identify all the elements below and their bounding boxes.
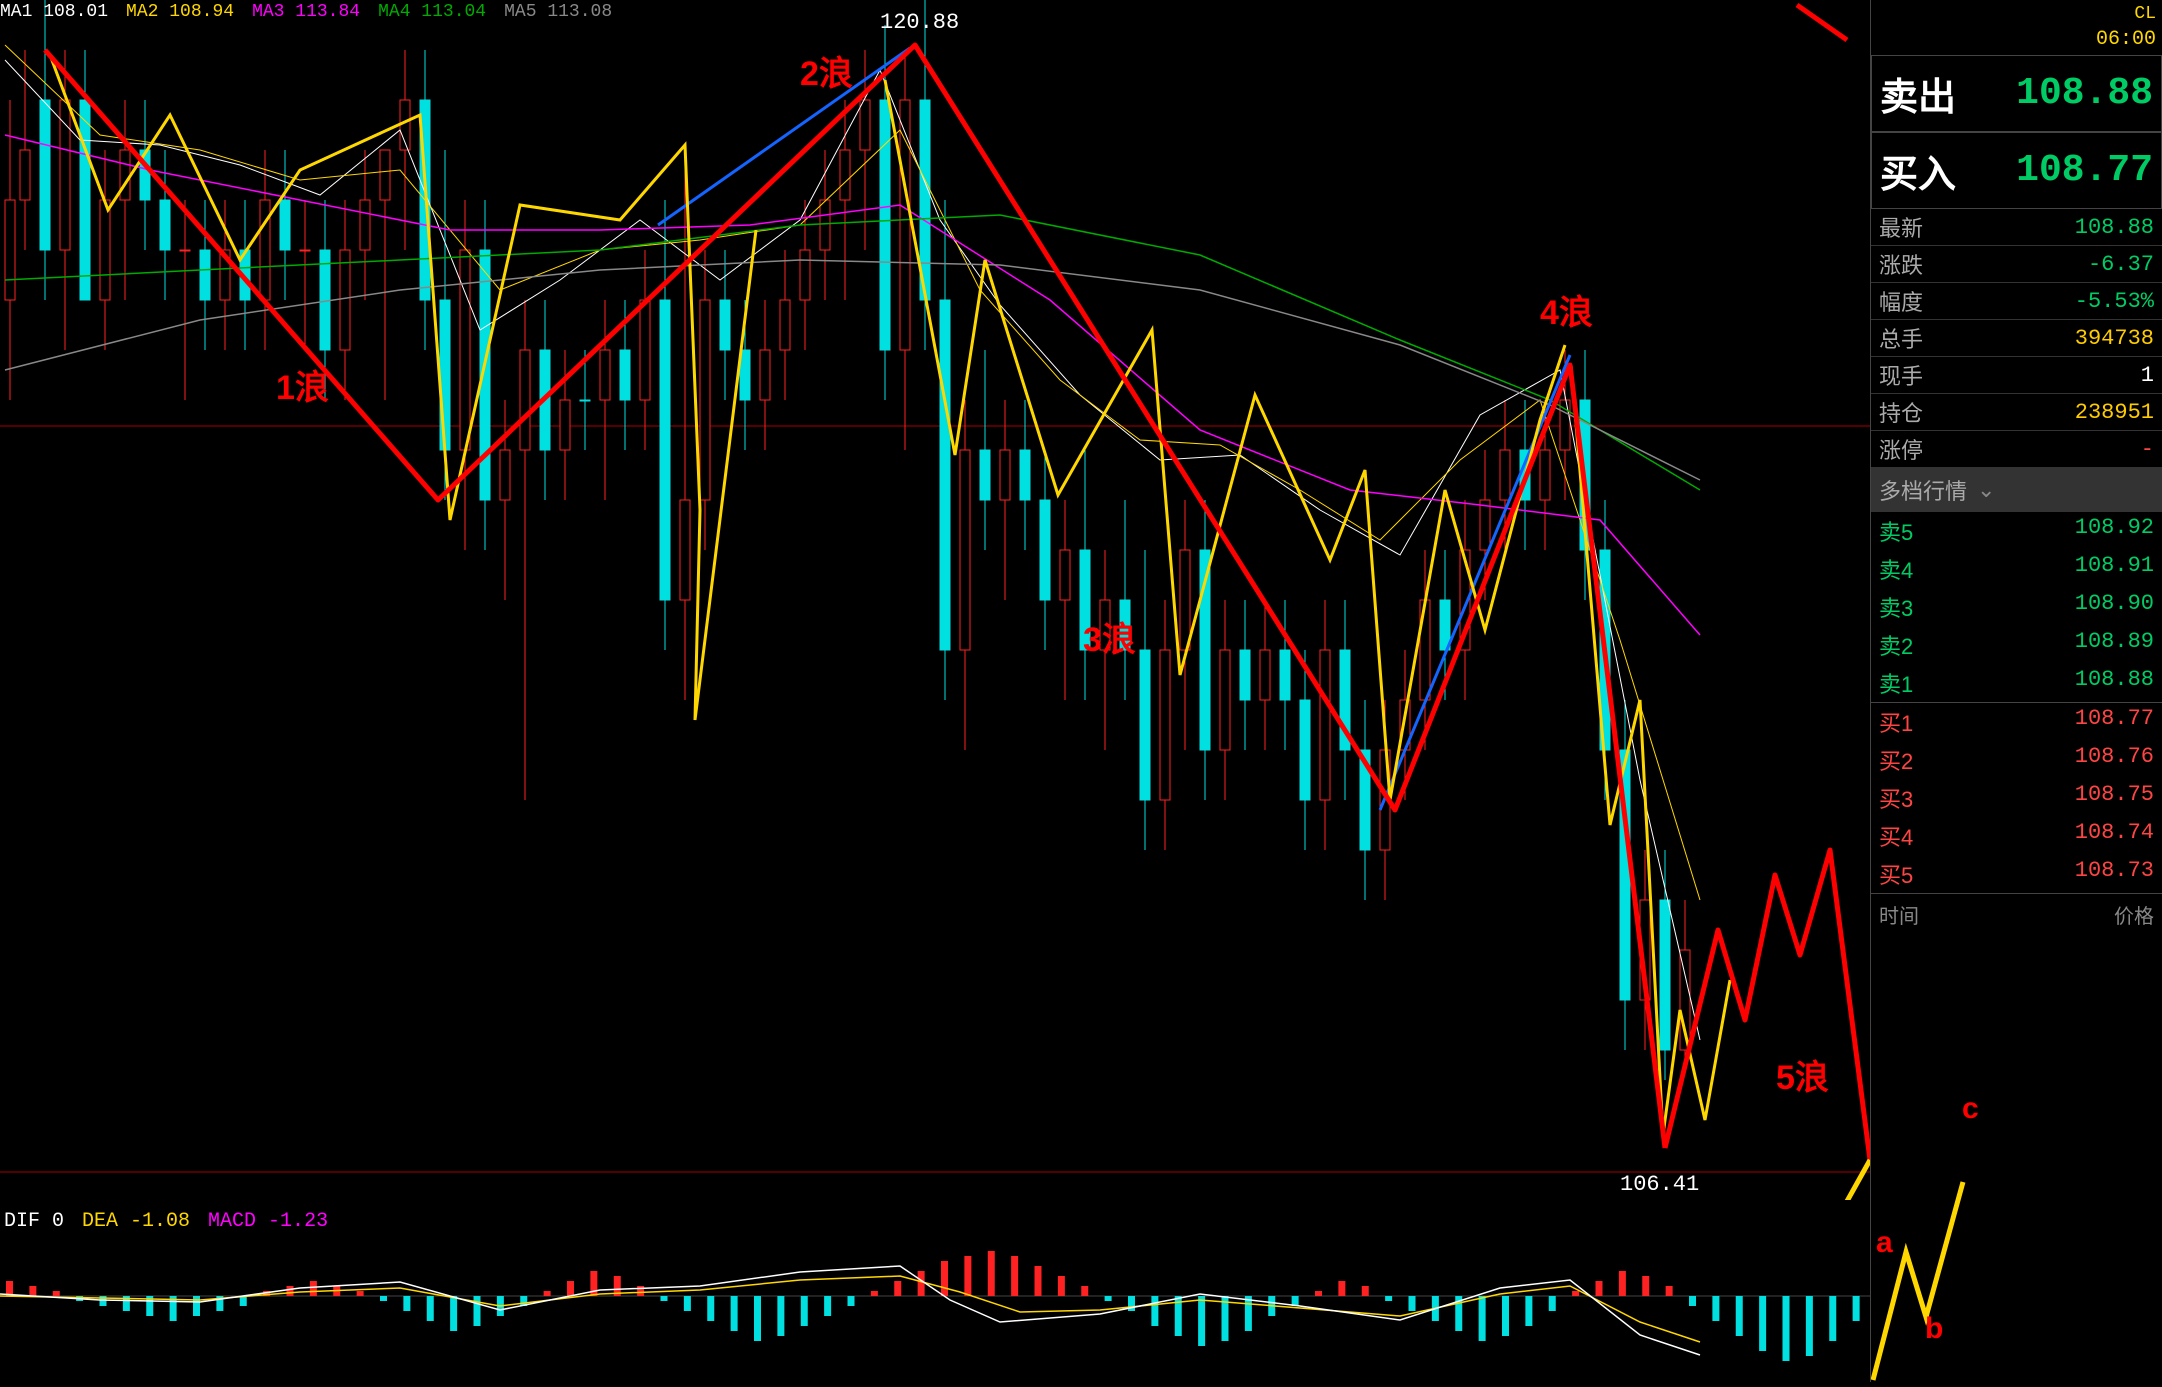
quote-info-row: 持仓 238951 xyxy=(1871,394,2162,431)
ma-legend-item: MA1 108.01 xyxy=(0,2,108,22)
chart-canvas xyxy=(0,0,1870,1200)
orderbook-price: 108.92 xyxy=(2075,515,2154,547)
symbol-label: CL xyxy=(1871,0,2162,28)
price-annotation: 106.41 xyxy=(1620,1172,1699,1197)
orderbook-price: 108.89 xyxy=(2075,629,2154,661)
orderbook-price: 108.73 xyxy=(2075,858,2154,890)
orderbook-header-label: 多档行情 xyxy=(1879,474,1967,506)
chevron-down-icon: ⌄ xyxy=(1977,477,1995,503)
orderbook-bid-row[interactable]: 买2 108.76 xyxy=(1871,741,2162,779)
sell-row[interactable]: 卖出 108.88 xyxy=(1871,55,2162,132)
quote-info-row: 最新 108.88 xyxy=(1871,209,2162,246)
macd-legend-item: MACD -1.23 xyxy=(208,1210,328,1233)
quote-side-panel: CL 06:00 卖出 108.88 买入 108.77 最新 108.88 涨跌 -… xyxy=(1870,0,2162,1382)
orderbook-ask-row[interactable]: 卖4 108.91 xyxy=(1871,550,2162,588)
wave-label: 3浪 xyxy=(1083,612,1136,661)
macd-legend-item: DEA -1.08 xyxy=(82,1210,190,1233)
trades-time-label: 时间 xyxy=(1879,900,1919,929)
quote-info-row: 现手 1 xyxy=(1871,357,2162,394)
quote-info-value: 394738 xyxy=(2075,326,2154,351)
trades-header: 时间 价格 xyxy=(1871,893,2162,935)
buy-label: 买入 xyxy=(1880,143,1956,198)
buy-value: 108.77 xyxy=(2016,149,2153,192)
ma-legend-item: MA2 108.94 xyxy=(126,2,234,22)
quote-info-label: 最新 xyxy=(1879,211,1923,243)
time-label: 06:00 xyxy=(1871,28,2162,55)
orderbook-level-label: 卖4 xyxy=(1879,553,1913,585)
quote-info-value: -5.53% xyxy=(2075,289,2154,314)
orderbook-level-label: 买2 xyxy=(1879,744,1913,776)
quote-info-value: 1 xyxy=(2141,363,2154,388)
trend-arrow-icon xyxy=(1792,0,1862,50)
quote-info-label: 持仓 xyxy=(1879,396,1923,428)
ma-legend-item: MA4 113.04 xyxy=(378,2,486,22)
trades-price-label: 价格 xyxy=(2114,900,2154,929)
quote-info-row: 涨跌 -6.37 xyxy=(1871,246,2162,283)
projection-overlay xyxy=(1871,1122,2162,1382)
wave-label: 1浪 xyxy=(276,360,329,409)
abc-wave-label: a xyxy=(1876,1226,1893,1260)
orderbook-price: 108.90 xyxy=(2075,591,2154,623)
macd-panel[interactable]: DIF 0 DEA -1.08 MACD -1.23 xyxy=(0,1210,1870,1382)
ma-legend-item: MA3 113.84 xyxy=(252,2,360,22)
orderbook-ask-row[interactable]: 卖5 108.92 xyxy=(1871,512,2162,550)
orderbook-level-label: 买4 xyxy=(1879,820,1913,852)
orderbook-bid-row[interactable]: 买3 108.75 xyxy=(1871,779,2162,817)
orderbook-level-label: 卖2 xyxy=(1879,629,1913,661)
sell-label: 卖出 xyxy=(1880,66,1956,121)
orderbook-level-label: 买3 xyxy=(1879,782,1913,814)
orderbook-level-label: 买5 xyxy=(1879,858,1913,890)
quote-info-row: 总手 394738 xyxy=(1871,320,2162,357)
orderbook-level-label: 卖1 xyxy=(1879,667,1913,699)
quote-info-label: 涨停 xyxy=(1879,433,1923,465)
macd-canvas xyxy=(0,1210,1870,1382)
quote-info-value: -6.37 xyxy=(2088,252,2154,277)
orderbook-ask-row[interactable]: 卖3 108.90 xyxy=(1871,588,2162,626)
orderbook-ask-row[interactable]: 卖2 108.89 xyxy=(1871,626,2162,664)
quote-info-label: 幅度 xyxy=(1879,285,1923,317)
quote-info-row: 幅度 -5.53% xyxy=(1871,283,2162,320)
buy-row[interactable]: 买入 108.77 xyxy=(1871,132,2162,209)
orderbook-price: 108.74 xyxy=(2075,820,2154,852)
macd-legend-item: DIF 0 xyxy=(4,1210,64,1233)
quote-info-value: - xyxy=(2141,437,2154,462)
abc-wave-label: b xyxy=(1925,1312,1943,1346)
ma-legend: MA1 108.01 MA2 108.94 MA3 113.84 MA4 113.04… xyxy=(0,2,612,22)
macd-legend: DIF 0 DEA -1.08 MACD -1.23 xyxy=(4,1210,346,1233)
ma-legend-item: MA5 113.08 xyxy=(504,2,612,22)
sell-value: 108.88 xyxy=(2016,72,2153,115)
price-annotation: 120.88 xyxy=(880,10,959,35)
orderbook-price: 108.77 xyxy=(2075,706,2154,738)
orderbook-ask-row[interactable]: 卖1 108.88 xyxy=(1871,664,2162,702)
wave-label: 2浪 xyxy=(800,46,853,95)
quote-info-value: 238951 xyxy=(2075,400,2154,425)
orderbook-bid-row[interactable]: 买4 108.74 xyxy=(1871,817,2162,855)
orderbook-level-label: 卖3 xyxy=(1879,591,1913,623)
orderbook-bid-row[interactable]: 买1 108.77 xyxy=(1871,703,2162,741)
quote-info-value: 108.88 xyxy=(2075,215,2154,240)
main-chart[interactable]: MA1 108.01 MA2 108.94 MA3 113.84 MA4 113.04… xyxy=(0,0,1870,1200)
orderbook-header[interactable]: 多档行情 ⌄ xyxy=(1871,468,2162,512)
abc-wave-label: c xyxy=(1962,1092,1979,1126)
orderbook-level-label: 卖5 xyxy=(1879,515,1913,547)
orderbook-level-label: 买1 xyxy=(1879,706,1913,738)
quote-info-label: 总手 xyxy=(1879,322,1923,354)
quote-info-row: 涨停 - xyxy=(1871,431,2162,468)
orderbook-price: 108.88 xyxy=(2075,667,2154,699)
wave-label: 4浪 xyxy=(1540,285,1593,334)
orderbook-price: 108.76 xyxy=(2075,744,2154,776)
quote-info-label: 涨跌 xyxy=(1879,248,1923,280)
orderbook-bid-row[interactable]: 买5 108.73 xyxy=(1871,855,2162,893)
quote-info-label: 现手 xyxy=(1879,359,1923,391)
orderbook-price: 108.75 xyxy=(2075,782,2154,814)
orderbook-price: 108.91 xyxy=(2075,553,2154,585)
wave-label: 5浪 xyxy=(1776,1050,1829,1099)
